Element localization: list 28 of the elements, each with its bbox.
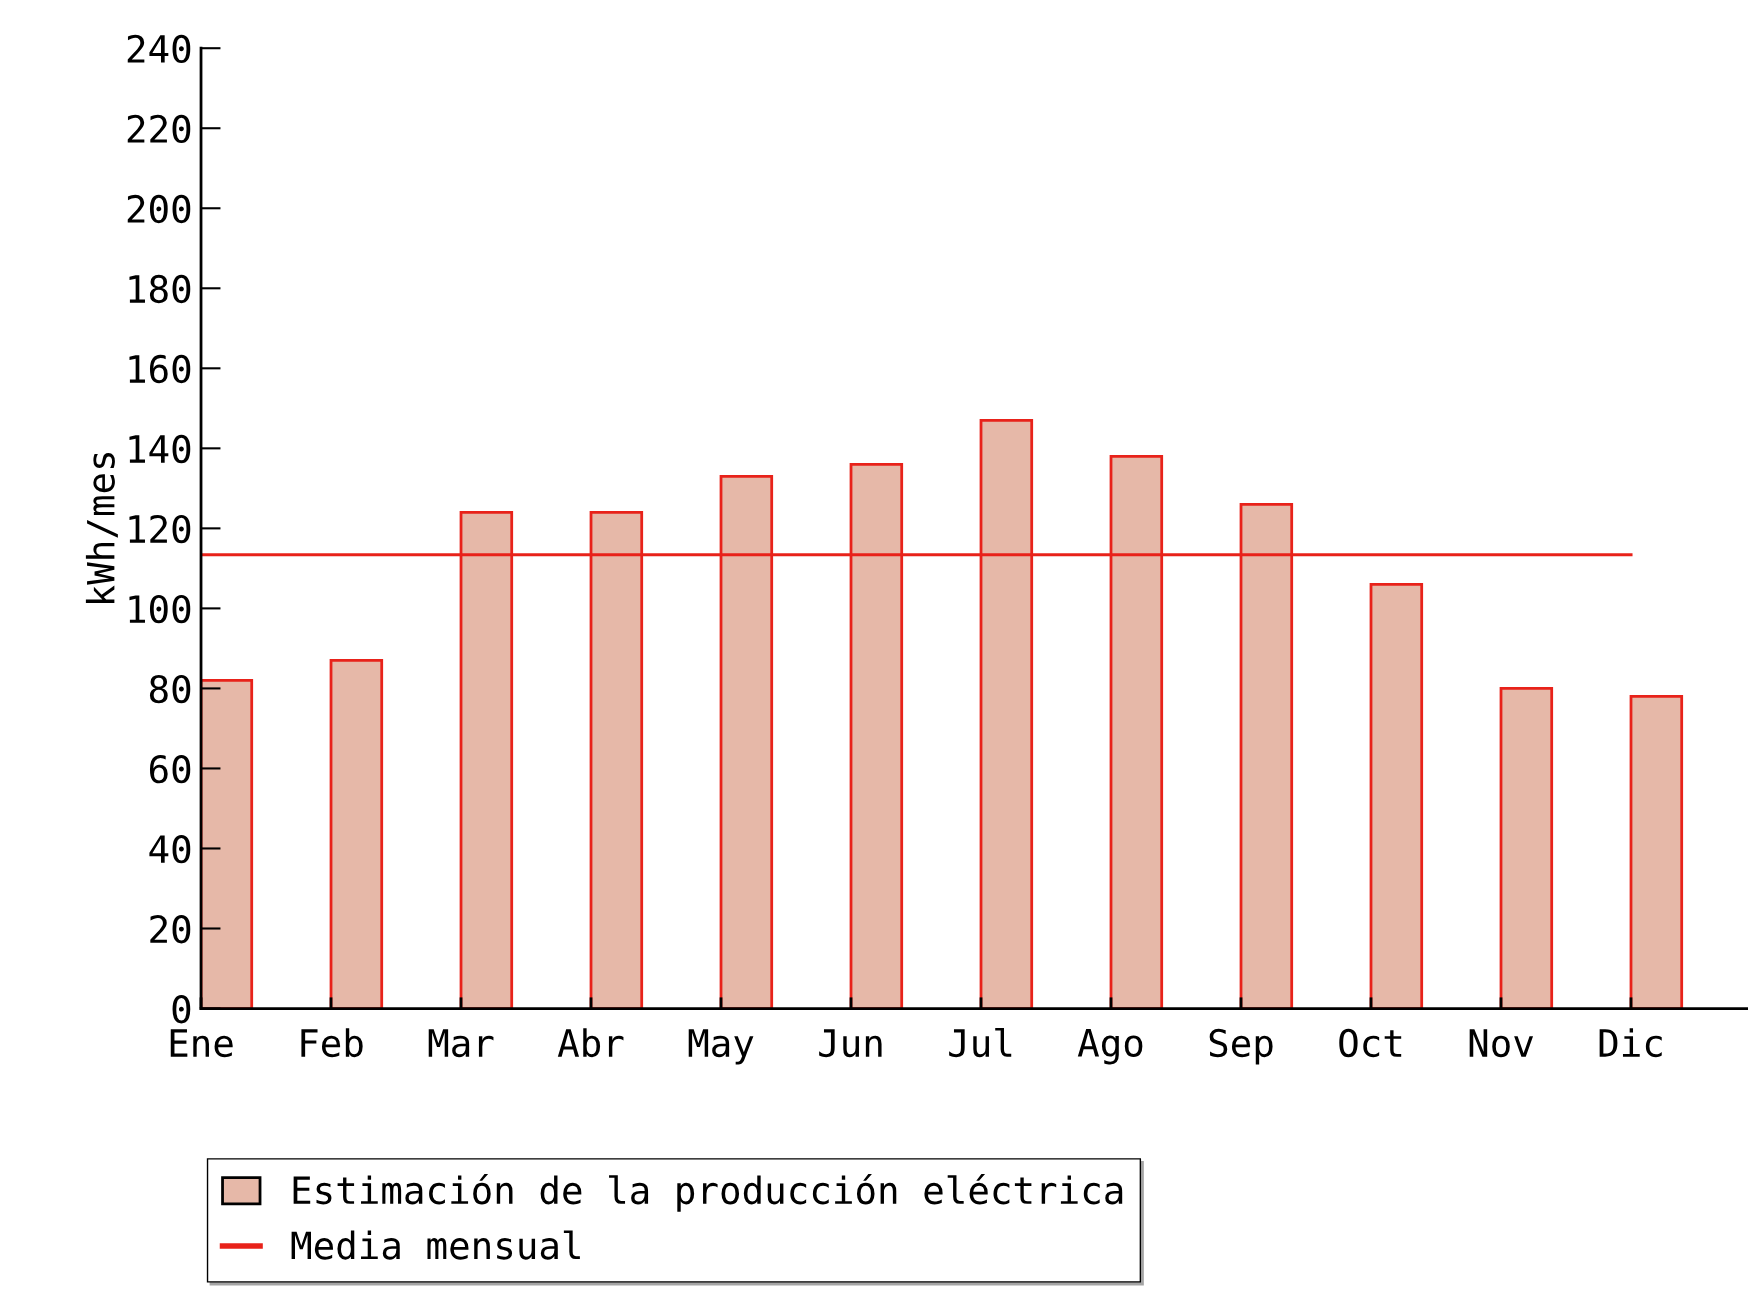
x-tick-label: Ene	[170, 1029, 233, 1058]
y-tick-label: 20	[150, 915, 191, 944]
y-tick-label: 60	[149, 754, 191, 784]
y-tick-label: 140	[129, 434, 191, 464]
y-tick-label: 180	[129, 274, 191, 304]
y-tick-label: 40	[149, 834, 191, 864]
y-axis-title: kWh/mes	[85, 453, 118, 604]
legend-label: Estimación de la producción eléctrica	[293, 1173, 1123, 1212]
y-tick-label: 100	[129, 594, 191, 624]
y-tick-label: 220	[127, 114, 191, 144]
x-tick-label: May	[688, 1029, 754, 1065]
x-tick-label: Sep	[1209, 1028, 1273, 1065]
x-tick-label: Mar	[428, 1029, 494, 1058]
x-tick-label: Nov	[1469, 1029, 1534, 1058]
y-tick-label: 80	[149, 674, 191, 704]
y-tick-label: 120	[129, 514, 191, 544]
x-tick-label: Oct	[1339, 1028, 1402, 1058]
y-tick-label: 200	[127, 194, 191, 224]
y-tick-label: 0	[172, 995, 191, 1024]
legend-label: Media mensual	[291, 1230, 580, 1260]
x-tick-label: Jul	[949, 1027, 1012, 1058]
y-tick-label: 240	[127, 34, 191, 64]
x-tick-label: Ago	[1077, 1029, 1143, 1065]
x-tick-label: Abr	[557, 1028, 624, 1058]
x-tick-label: Dic	[1599, 1028, 1662, 1058]
x-tick-label: Feb	[301, 1028, 363, 1058]
y-tick-label: 160	[129, 354, 191, 384]
x-tick-label: Jun	[819, 1029, 882, 1058]
